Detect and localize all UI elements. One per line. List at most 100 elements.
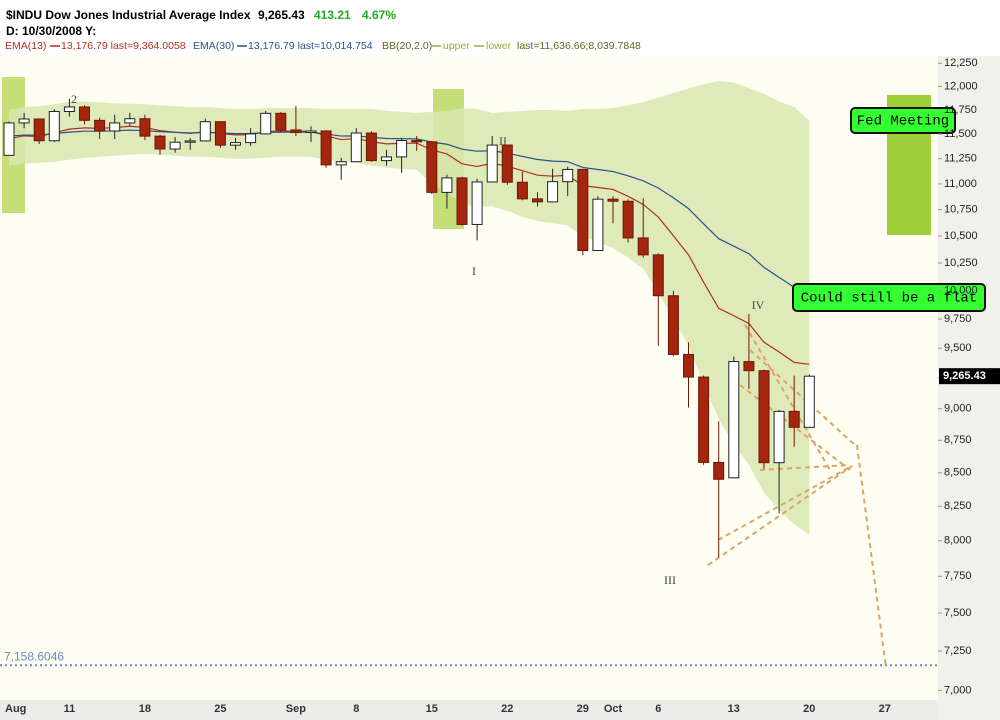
candle-body (486, 144, 498, 183)
candle-body (169, 141, 181, 150)
reference-label: 7,158.6046 (4, 649, 64, 663)
y-tick-label: 7,500 (944, 607, 972, 619)
candle-body (139, 118, 151, 137)
legend-label: BB(20,2.0) (382, 40, 432, 52)
legend-value: 13,176.79 last=10,014.754 (248, 40, 373, 52)
trendline (856, 444, 887, 669)
candle-body (532, 198, 543, 203)
legend-label: EMA(30) (193, 40, 234, 52)
y-tick-label: 9,500 (944, 342, 972, 354)
y-tick-label: 8,000 (944, 535, 972, 547)
candle-body (456, 177, 468, 225)
candle-body (245, 133, 257, 144)
x-tick-label: 13 (728, 703, 740, 715)
y-tick-label: 7,750 (944, 570, 972, 582)
y-tick-label: 10,250 (944, 257, 978, 269)
candle-body (562, 168, 574, 183)
x-tick-label: 29 (577, 703, 589, 715)
candle-body (79, 106, 90, 121)
legend-label: lower (486, 40, 512, 52)
trendlines (707, 324, 887, 669)
candle-body (290, 129, 302, 134)
candle-body (803, 375, 815, 428)
candle-body (3, 122, 15, 156)
candle-body (698, 376, 710, 463)
candle-body (788, 410, 800, 428)
y-tick-label: 7,250 (944, 645, 972, 657)
y-tick-label: 11,250 (944, 153, 977, 165)
candle-body (547, 181, 559, 203)
candle-body (683, 353, 694, 378)
candle-body (667, 295, 679, 355)
candle-body (592, 198, 604, 252)
candle-body (335, 161, 347, 166)
legend-label: last=11,636.66;8,039.7848 (517, 40, 641, 52)
candle-body (743, 361, 755, 372)
candle-body (199, 121, 211, 142)
candle-body (637, 237, 649, 256)
change-pct: 4.67% (362, 8, 396, 22)
candle-body (773, 410, 785, 464)
change: 413.21 (314, 8, 351, 22)
candle-body (33, 118, 45, 142)
x-tick-label: 27 (879, 703, 891, 715)
bollinger-band (9, 80, 810, 536)
candle-body (441, 177, 453, 193)
candle-body (18, 118, 30, 124)
candle-body (260, 112, 272, 135)
x-tick-label: 22 (501, 703, 513, 715)
candle-body (109, 122, 121, 132)
candle-body (381, 156, 392, 162)
x-tick-label: 15 (426, 703, 438, 715)
candle-body (184, 140, 196, 143)
candle-body (48, 111, 60, 142)
candle-body (577, 168, 589, 252)
x-tick-label: Aug (5, 703, 26, 715)
y-axis-panel (938, 56, 1000, 720)
legend-label: upper (443, 40, 470, 52)
candle-body (607, 198, 619, 202)
wave-label: II (499, 134, 507, 148)
candle-body (622, 200, 634, 239)
candle-body (320, 130, 332, 166)
y-tick-label: 12,250 (944, 57, 978, 69)
candle-body (501, 144, 513, 183)
callout: Fed Meeting (857, 114, 949, 130)
title: $INDU Dow Jones Industrial Average Index (6, 8, 251, 22)
candle-body (305, 130, 317, 134)
x-tick-label: 8 (353, 703, 359, 715)
candle-body (350, 132, 362, 163)
candle-body (411, 140, 423, 143)
candle-body (214, 121, 226, 146)
callout-box (850, 107, 956, 134)
trendline (717, 466, 851, 541)
candle-body (471, 181, 483, 225)
candle-body (728, 361, 740, 479)
x-tick-label: Oct (604, 703, 623, 715)
candle-body (154, 135, 166, 150)
candle-body (396, 140, 408, 158)
y-tick-label: 10,750 (944, 204, 978, 216)
callout-box (792, 283, 986, 312)
candle-body (94, 119, 106, 132)
candle-body (63, 106, 75, 113)
y-tick-label: 10,500 (944, 230, 978, 242)
price: 9,265.43 (258, 8, 305, 22)
x-tick-label: 18 (139, 703, 151, 715)
y-tick-label: 9,000 (944, 403, 972, 415)
wave-label: IV (752, 298, 765, 312)
legend-label: EMA(13) (5, 40, 46, 52)
y-tick-label: 11,750 (944, 104, 977, 116)
trendline (744, 324, 831, 471)
last-price-label: 9,265.43 (943, 370, 986, 382)
candle-body (230, 142, 241, 146)
y-tick-label: 7,000 (944, 684, 972, 696)
y-tick-label: 8,750 (944, 434, 972, 446)
y-tick-label: 9,750 (944, 313, 972, 325)
candle-body (758, 370, 770, 464)
trendline (707, 465, 853, 566)
y-tick-label: 11,500 (944, 128, 977, 140)
wave-label: I (472, 264, 476, 278)
candle-body (124, 118, 136, 124)
